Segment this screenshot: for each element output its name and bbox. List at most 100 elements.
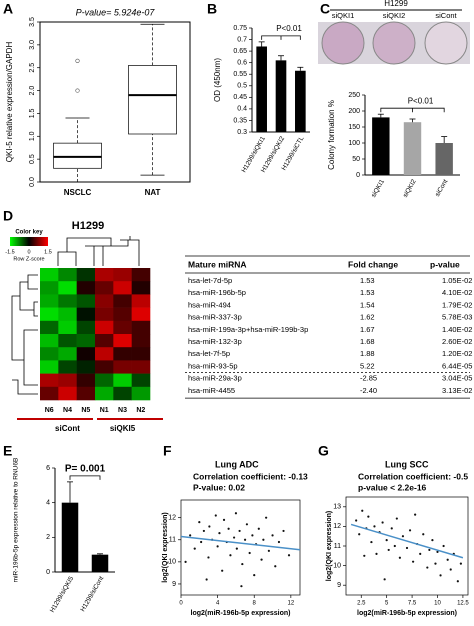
point — [355, 519, 358, 522]
table-cell: hsa-miR-132-3p — [188, 337, 242, 346]
color-key-tick: 0 — [27, 249, 30, 255]
x-tick-label: 10 — [434, 601, 441, 607]
y-tick-label: 2.0 — [29, 86, 36, 96]
heatmap-cell — [113, 307, 132, 322]
column-label: N1 — [100, 407, 109, 414]
heatmap-cell — [131, 268, 151, 282]
heatmap-cell — [95, 268, 114, 282]
y-tick-label: 11 — [169, 537, 176, 544]
panel-letter: G — [318, 443, 329, 459]
point — [260, 558, 263, 561]
bar — [372, 117, 390, 175]
heatmap-cell — [95, 360, 114, 374]
plot-frame — [345, 496, 469, 596]
bar — [256, 46, 267, 132]
heatmap-cell — [95, 373, 114, 388]
table-cell: hsa-let-7f-5p — [188, 349, 230, 358]
heatmap-cell — [113, 386, 132, 401]
point — [208, 525, 211, 528]
point — [253, 574, 256, 577]
heatmap-cell — [58, 320, 77, 335]
heatmap-cell — [76, 386, 96, 401]
table-cell: hsa-let-7d-5p — [188, 276, 232, 285]
x-tick-label: siQKI1 — [370, 178, 386, 199]
bar — [435, 143, 453, 175]
point — [235, 547, 238, 550]
y-tick-label: 2.5 — [29, 63, 36, 73]
heatmap-title: H1299 — [72, 220, 104, 232]
table-cell: 6.44E-05 — [442, 361, 472, 370]
point — [412, 560, 415, 563]
y-tick-label: 0.35 — [233, 117, 247, 124]
point — [401, 535, 405, 538]
y-tick-label: 0.5 — [237, 83, 247, 90]
point — [271, 534, 274, 537]
heatmap-cell — [113, 347, 132, 361]
table-header: Mature miRNA — [188, 259, 247, 269]
heatmap-cell — [40, 347, 59, 361]
color-key-label: Row Z-score — [13, 256, 44, 262]
point — [205, 578, 208, 581]
annotation: P<0.01 — [408, 96, 434, 105]
x-axis-label: log2(miR-196b-5p expression) — [357, 610, 457, 617]
y-tick-label: 2 — [46, 534, 50, 541]
photo-title: H1299 — [384, 0, 408, 8]
x-tick-label: siCont — [434, 178, 449, 198]
y-axis-label: OD (450nm) — [213, 58, 222, 102]
point — [229, 554, 232, 557]
significance-bracket — [261, 35, 301, 40]
y-tick-label: 250 — [348, 92, 360, 99]
plot-frame — [39, 21, 191, 183]
point — [221, 569, 224, 572]
box — [128, 65, 177, 135]
point — [234, 512, 238, 515]
heatmap-cell — [40, 320, 59, 335]
point — [262, 538, 265, 541]
table-cell: hsa-miR-93-5p — [188, 361, 238, 370]
photo-label: siCont — [435, 11, 457, 20]
x-tick-label: 8 — [253, 601, 257, 607]
table-cell: 4.10E-02 — [442, 288, 472, 297]
point — [189, 534, 192, 537]
y-tick-label: 12 — [333, 523, 341, 530]
table-cell: hsa-miR-494 — [188, 300, 231, 309]
point — [459, 562, 462, 565]
annotation: P= 0.001 — [65, 464, 106, 475]
heatmap-cell — [76, 268, 96, 282]
table-cell: 5.78E-03 — [442, 313, 472, 322]
x-tick-label: 0 — [179, 601, 183, 607]
y-tick-label: 0.45 — [233, 94, 247, 101]
heatmap-cell — [76, 360, 96, 374]
heatmap-cell — [76, 334, 96, 348]
heatmap-cell — [40, 373, 59, 388]
heatmap-cell — [113, 281, 132, 295]
heatmap-cell — [113, 373, 132, 388]
point — [287, 554, 291, 557]
point — [193, 547, 196, 550]
y-tick-label: 0.6 — [237, 60, 247, 67]
colony-photos — [318, 9, 470, 65]
point — [398, 556, 401, 559]
point — [277, 540, 281, 544]
point — [381, 521, 384, 524]
point — [419, 552, 422, 555]
plot-frame — [180, 499, 301, 596]
table-cell: 1.79E-02 — [442, 300, 472, 309]
y-tick-label: 11 — [334, 543, 341, 550]
point — [218, 532, 221, 535]
chart-title: Lung SCC — [385, 459, 429, 469]
photo-label: siQKI2 — [383, 11, 406, 20]
y-tick-label: 0.75 — [233, 25, 247, 32]
point — [241, 562, 244, 566]
heatmap-cell — [95, 320, 114, 335]
heatmap-cell — [40, 334, 59, 348]
point — [200, 540, 203, 544]
heatmap-cell — [40, 268, 59, 282]
outlier — [75, 58, 80, 63]
table-cell: 2.60E-02 — [442, 337, 472, 346]
point — [248, 551, 251, 555]
y-tick-label: 10 — [333, 562, 341, 569]
y-tick-label: 13 — [333, 504, 341, 511]
bar — [275, 60, 287, 132]
x-tick-label: 5 — [385, 601, 389, 607]
